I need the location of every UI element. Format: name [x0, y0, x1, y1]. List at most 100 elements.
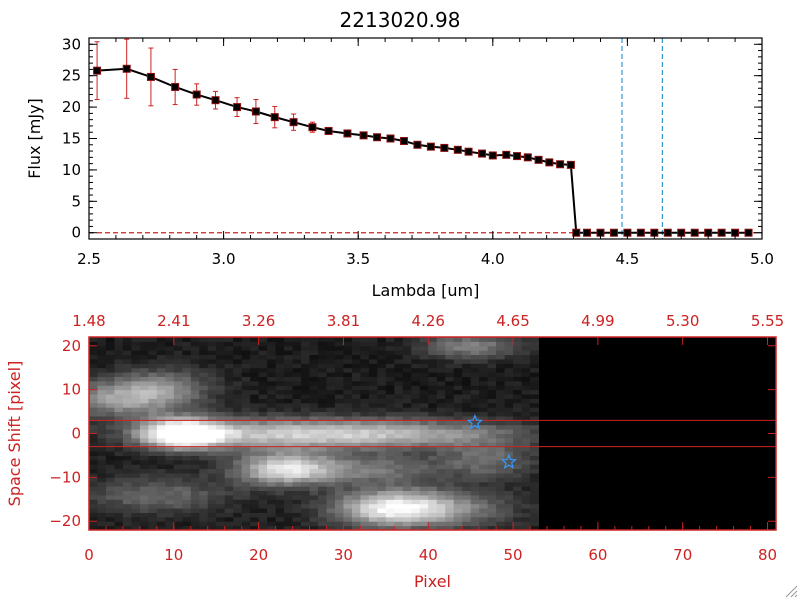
image-pixel [122, 363, 132, 369]
image-pixel [402, 486, 412, 492]
image-pixel [343, 494, 353, 500]
data-point [426, 142, 435, 151]
image-pixel [292, 521, 302, 527]
image-pixel [122, 337, 132, 342]
image-pixel [496, 380, 506, 386]
image-pixel [411, 372, 421, 377]
image-pixel [199, 437, 209, 443]
image-pixel [521, 372, 531, 377]
image-pixel [402, 363, 412, 369]
image-pixel [89, 345, 98, 351]
image-pixel [199, 411, 209, 417]
data-point [386, 134, 395, 143]
image-pixel [199, 372, 209, 377]
image-pixel [445, 350, 455, 356]
image-pixel [343, 503, 353, 509]
image-pixel [368, 486, 378, 492]
image-pixel [267, 477, 277, 483]
image-pixel [301, 363, 311, 369]
image-pixel [334, 358, 344, 364]
image-pixel [436, 490, 446, 496]
image-pixel [487, 477, 497, 483]
data-point [545, 158, 554, 167]
y-tick-label: 25 [62, 67, 81, 85]
image-pixel [318, 499, 327, 505]
image-pixel [479, 459, 489, 465]
image-pixel [394, 385, 404, 391]
image-pixel [530, 429, 540, 434]
image-pixel [105, 459, 115, 465]
image-pixel [504, 459, 514, 465]
image-pixel [190, 337, 200, 342]
image-pixel [419, 516, 429, 522]
image-pixel [309, 516, 319, 522]
image-pixel [479, 472, 489, 478]
image-pixel [233, 494, 243, 500]
image-pixel [233, 525, 243, 531]
image-pixel [496, 451, 506, 456]
image-pixel [258, 367, 268, 373]
image-pixel [105, 358, 115, 364]
resize-grip-icon[interactable] [784, 584, 798, 598]
image-pixel [165, 372, 175, 377]
image-pixel [105, 446, 115, 452]
image-pixel [148, 490, 158, 496]
image-pixel [148, 389, 158, 395]
image-pixel [504, 345, 514, 351]
image-pixel [351, 508, 361, 513]
image-pixel [487, 337, 497, 342]
image-pixel [368, 516, 378, 522]
image-pixel [394, 389, 404, 395]
image-pixel [131, 424, 141, 430]
image-pixel [190, 394, 200, 399]
image-pixel [334, 490, 344, 496]
image-pixel [241, 358, 251, 364]
image-pixel [156, 350, 166, 356]
image-pixel [436, 407, 446, 413]
image-pixel [207, 345, 217, 351]
image-pixel [105, 508, 115, 513]
image-pixel [496, 415, 506, 421]
image-pixel [267, 407, 277, 413]
image-pixel [419, 459, 429, 465]
image-pixel [309, 451, 319, 456]
image-pixel [445, 433, 455, 439]
image-pixel [122, 389, 132, 395]
image-pixel [496, 407, 506, 413]
image-pixel [173, 451, 183, 456]
image-pixel [436, 389, 446, 395]
image-pixel [394, 446, 404, 452]
image-pixel [182, 433, 192, 439]
image-pixel [411, 472, 421, 478]
image-pixel [224, 420, 234, 426]
image-pixel [326, 451, 336, 456]
image-pixel [207, 451, 217, 456]
image-pixel [301, 367, 311, 373]
image-pixel [436, 472, 446, 478]
image-pixel [513, 372, 523, 377]
image-pixel [419, 376, 429, 382]
image-pixel [131, 354, 141, 360]
image-pixel [530, 525, 540, 531]
image-pixel [453, 512, 463, 518]
image-pixel [241, 486, 251, 492]
image-pixel [165, 459, 175, 465]
image-pixel [89, 350, 98, 356]
image-pixel [250, 424, 260, 430]
image-pixel [521, 429, 531, 434]
image-pixel [504, 350, 514, 356]
image-pixel [233, 521, 243, 527]
image-pixel [224, 503, 234, 509]
image-pixel [267, 337, 277, 342]
image-pixel [89, 472, 98, 478]
image-pixel [267, 415, 277, 421]
image-pixel [309, 424, 319, 430]
image-pixel [267, 433, 277, 439]
image-pixel [360, 380, 370, 386]
image-pixel [385, 437, 395, 443]
image-pixel [394, 363, 404, 369]
image-pixel [419, 380, 429, 386]
image-pixel [241, 354, 251, 360]
image-pixel [428, 455, 438, 461]
image-pixel [97, 437, 107, 443]
